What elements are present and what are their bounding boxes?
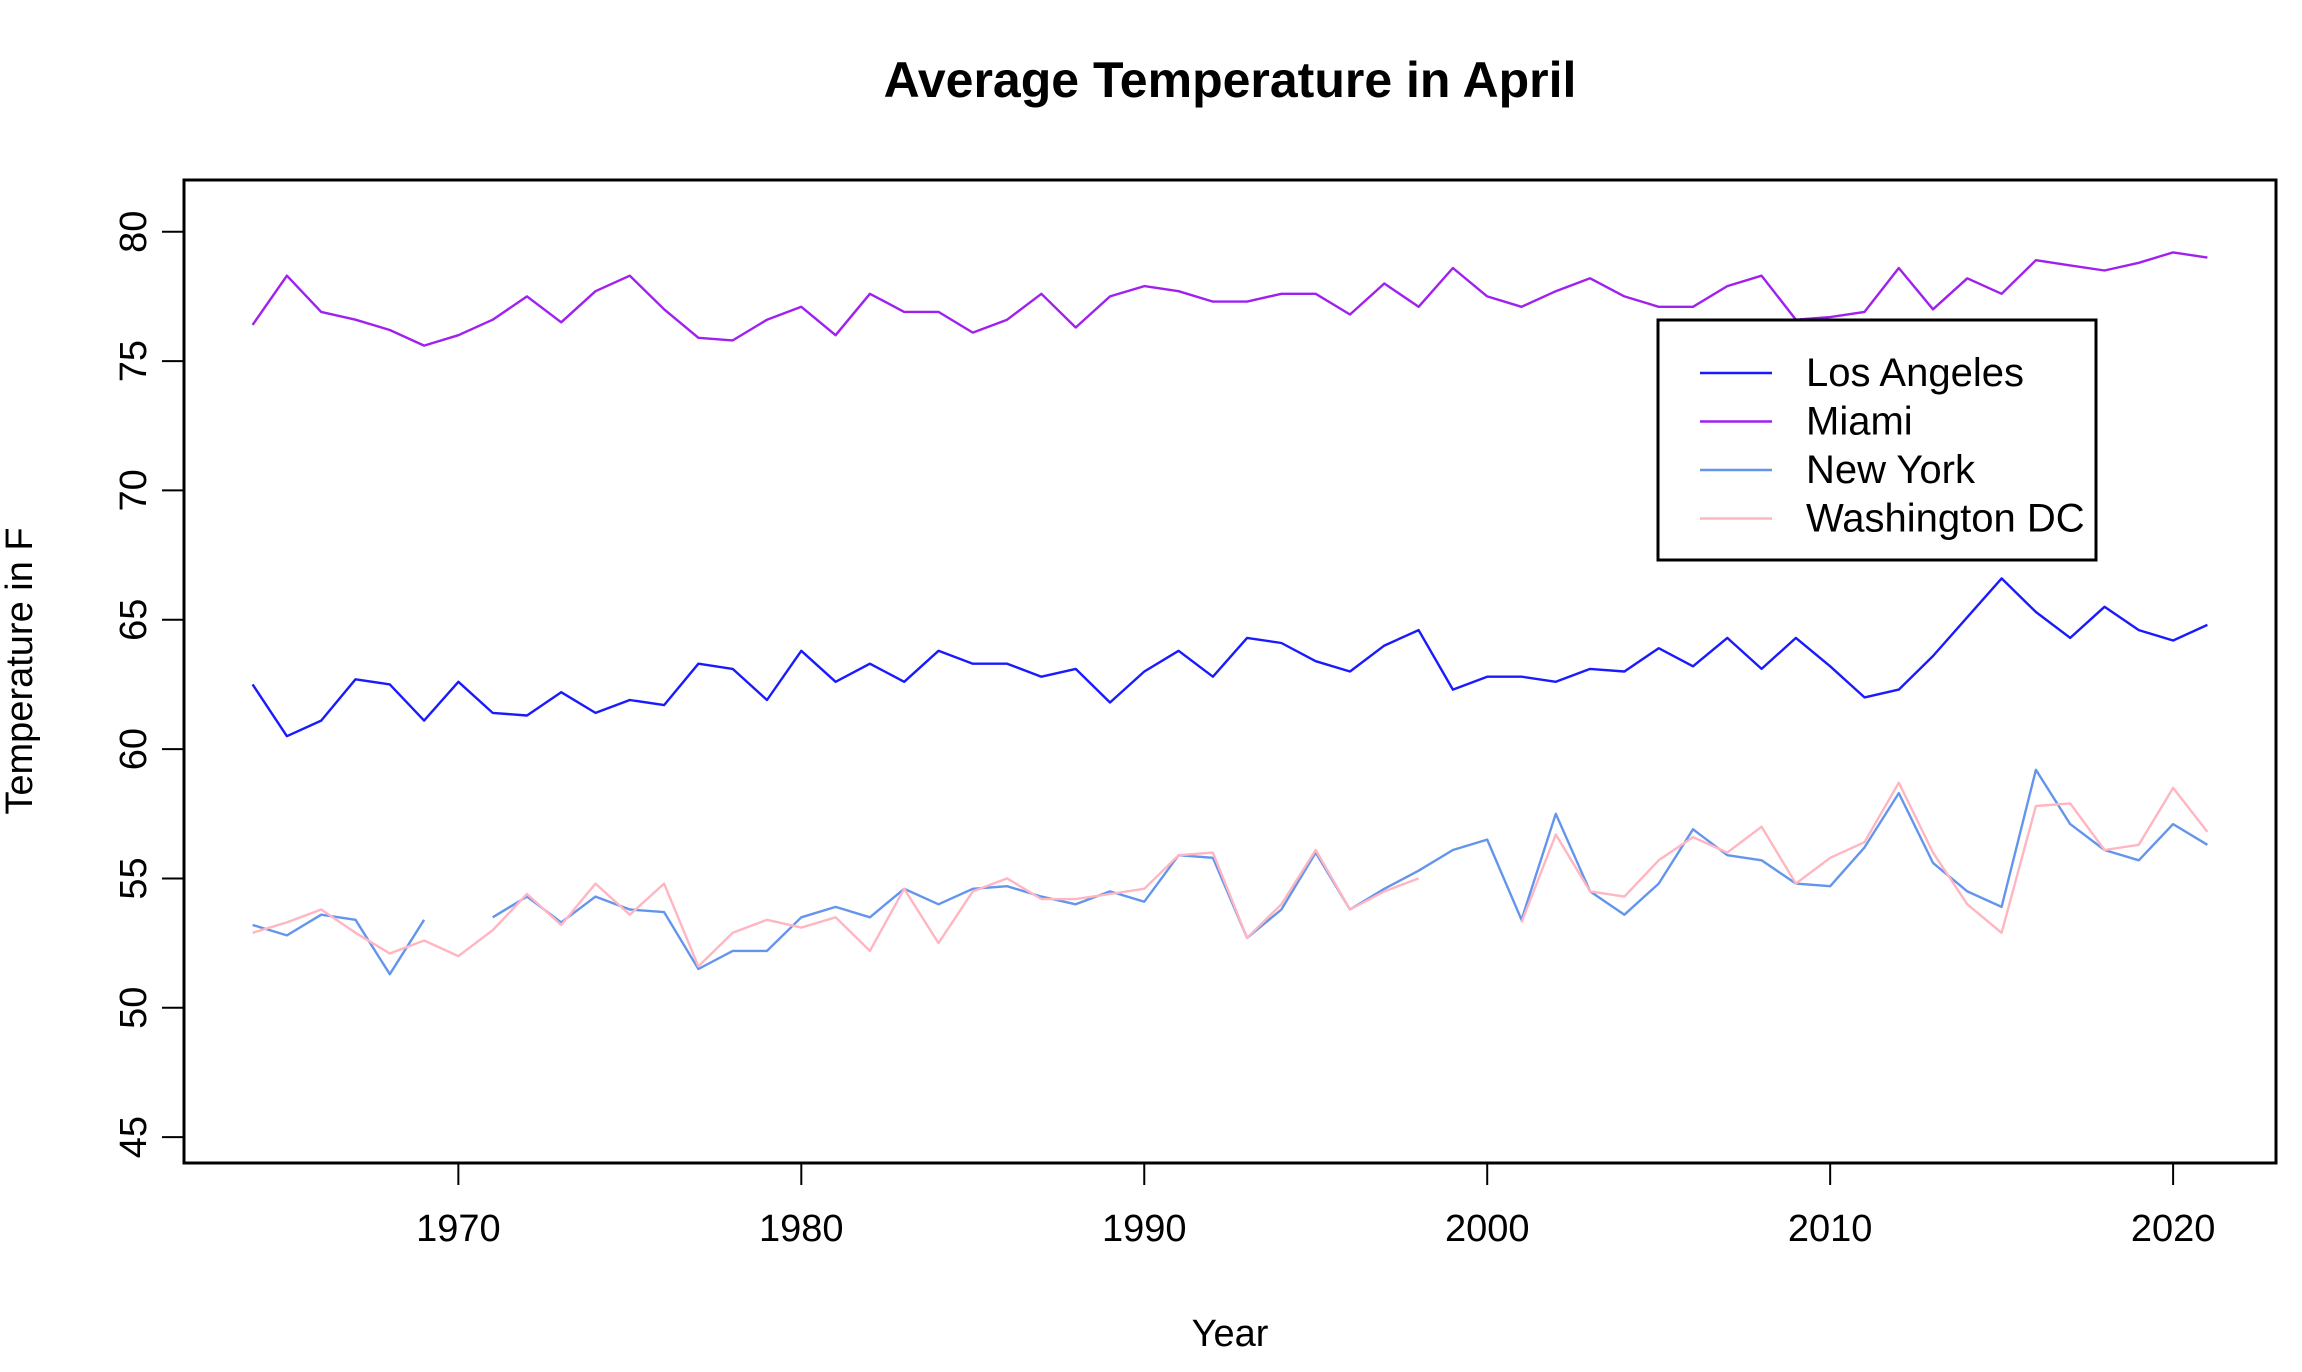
series-line (251, 577, 2208, 738)
legend-label: Los Angeles (1806, 351, 2024, 395)
legend-item: Miami (1700, 400, 1913, 444)
x-tick-label: 2010 (1788, 1208, 1873, 1250)
legend-item: Washington DC (1700, 497, 2085, 541)
legend-label: Miami (1806, 400, 1913, 444)
series-line (252, 848, 1420, 968)
x-axis: 1970 1980 1990 2000 2010 2020 (416, 1162, 2216, 1250)
x-tick-label: 1970 (416, 1208, 501, 1250)
series-washington-dc-continued (1520, 781, 2209, 934)
legend-label: Washington DC (1806, 497, 2085, 541)
y-tick-label: 70 (113, 469, 155, 511)
y-tick-label: 65 (113, 599, 155, 641)
x-tick-label: 2000 (1445, 1208, 1530, 1250)
series-los-angeles (251, 577, 2208, 738)
series-line (1520, 781, 2209, 934)
legend-item: Los Angeles (1700, 351, 2024, 395)
legend-box (1656, 318, 2098, 562)
series-line (251, 251, 2208, 347)
series-line (492, 768, 2209, 971)
x-tick-label: 1980 (759, 1208, 844, 1250)
legend-label: New York (1806, 448, 1976, 492)
x-axis-label: Year (1192, 1313, 1269, 1355)
y-tick-label: 80 (113, 211, 155, 253)
y-tick-label: 50 (113, 987, 155, 1029)
x-tick-label: 1990 (1102, 1208, 1187, 1250)
legend-item: New York (1700, 448, 1976, 492)
series-layer (251, 251, 2209, 976)
y-axis-label: Temperature in F (0, 527, 41, 814)
series-miami (251, 251, 2208, 347)
y-tick-label: 75 (113, 340, 155, 382)
y-tick-label: 60 (113, 728, 155, 770)
y-tick-label: 45 (113, 1116, 155, 1158)
y-tick-label: 55 (113, 857, 155, 899)
series-line (252, 913, 426, 976)
x-tick-label: 2020 (2131, 1208, 2216, 1250)
y-axis: 45 50 55 60 65 70 75 80 (113, 211, 185, 1158)
chart-title: Average Temperature in April (884, 52, 1577, 108)
series-new-york (252, 768, 2209, 976)
series-washington-dc (252, 848, 1420, 968)
